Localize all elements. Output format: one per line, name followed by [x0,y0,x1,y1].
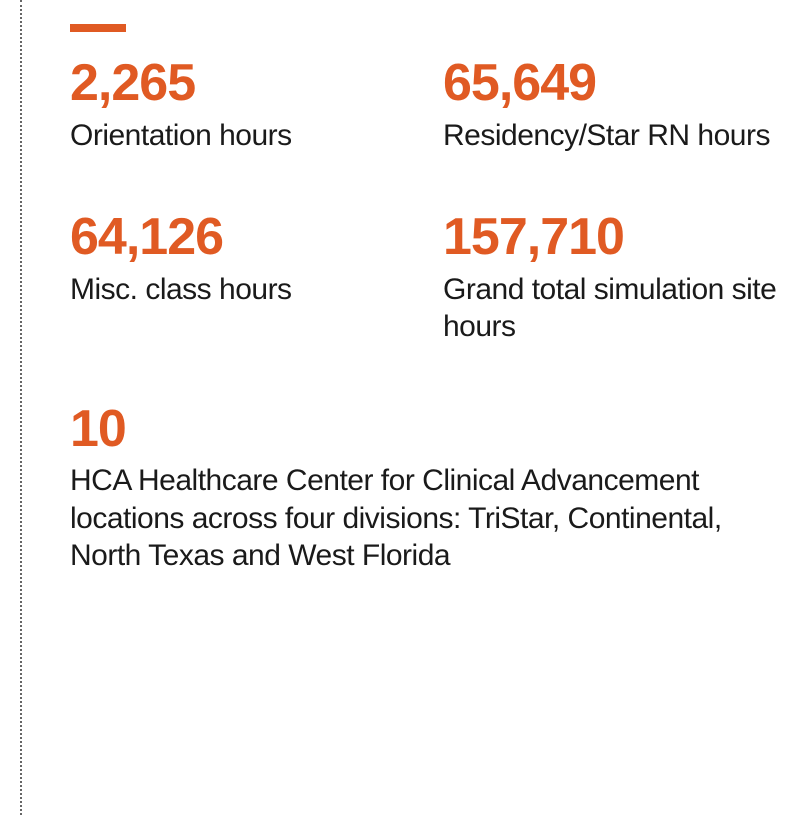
stat-value: 157,710 [443,210,780,265]
stat-value: 64,126 [70,210,407,265]
stat-orientation-hours: 2,265 Orientation hours [70,56,407,154]
stat-value: 2,265 [70,56,407,111]
stat-label: Grand total simulation site hours [443,271,780,346]
stat-residency-hours: 65,649 Residency/Star RN hours [443,56,780,154]
stats-grid: 2,265 Orientation hours 65,649 Residency… [70,56,780,575]
stat-value: 65,649 [443,56,780,111]
stat-locations: 10 HCA Healthcare Center for Clinical Ad… [70,402,780,575]
stat-label: HCA Healthcare Center for Clinical Advan… [70,462,750,575]
accent-bar [70,24,126,32]
infographic-container: 2,265 Orientation hours 65,649 Residency… [20,0,800,815]
stat-label: Misc. class hours [70,271,407,309]
stat-label: Residency/Star RN hours [443,117,780,155]
stat-label: Orientation hours [70,117,407,155]
stat-misc-class-hours: 64,126 Misc. class hours [70,210,407,346]
stat-value: 10 [70,402,780,457]
stat-grand-total-hours: 157,710 Grand total simulation site hour… [443,210,780,346]
